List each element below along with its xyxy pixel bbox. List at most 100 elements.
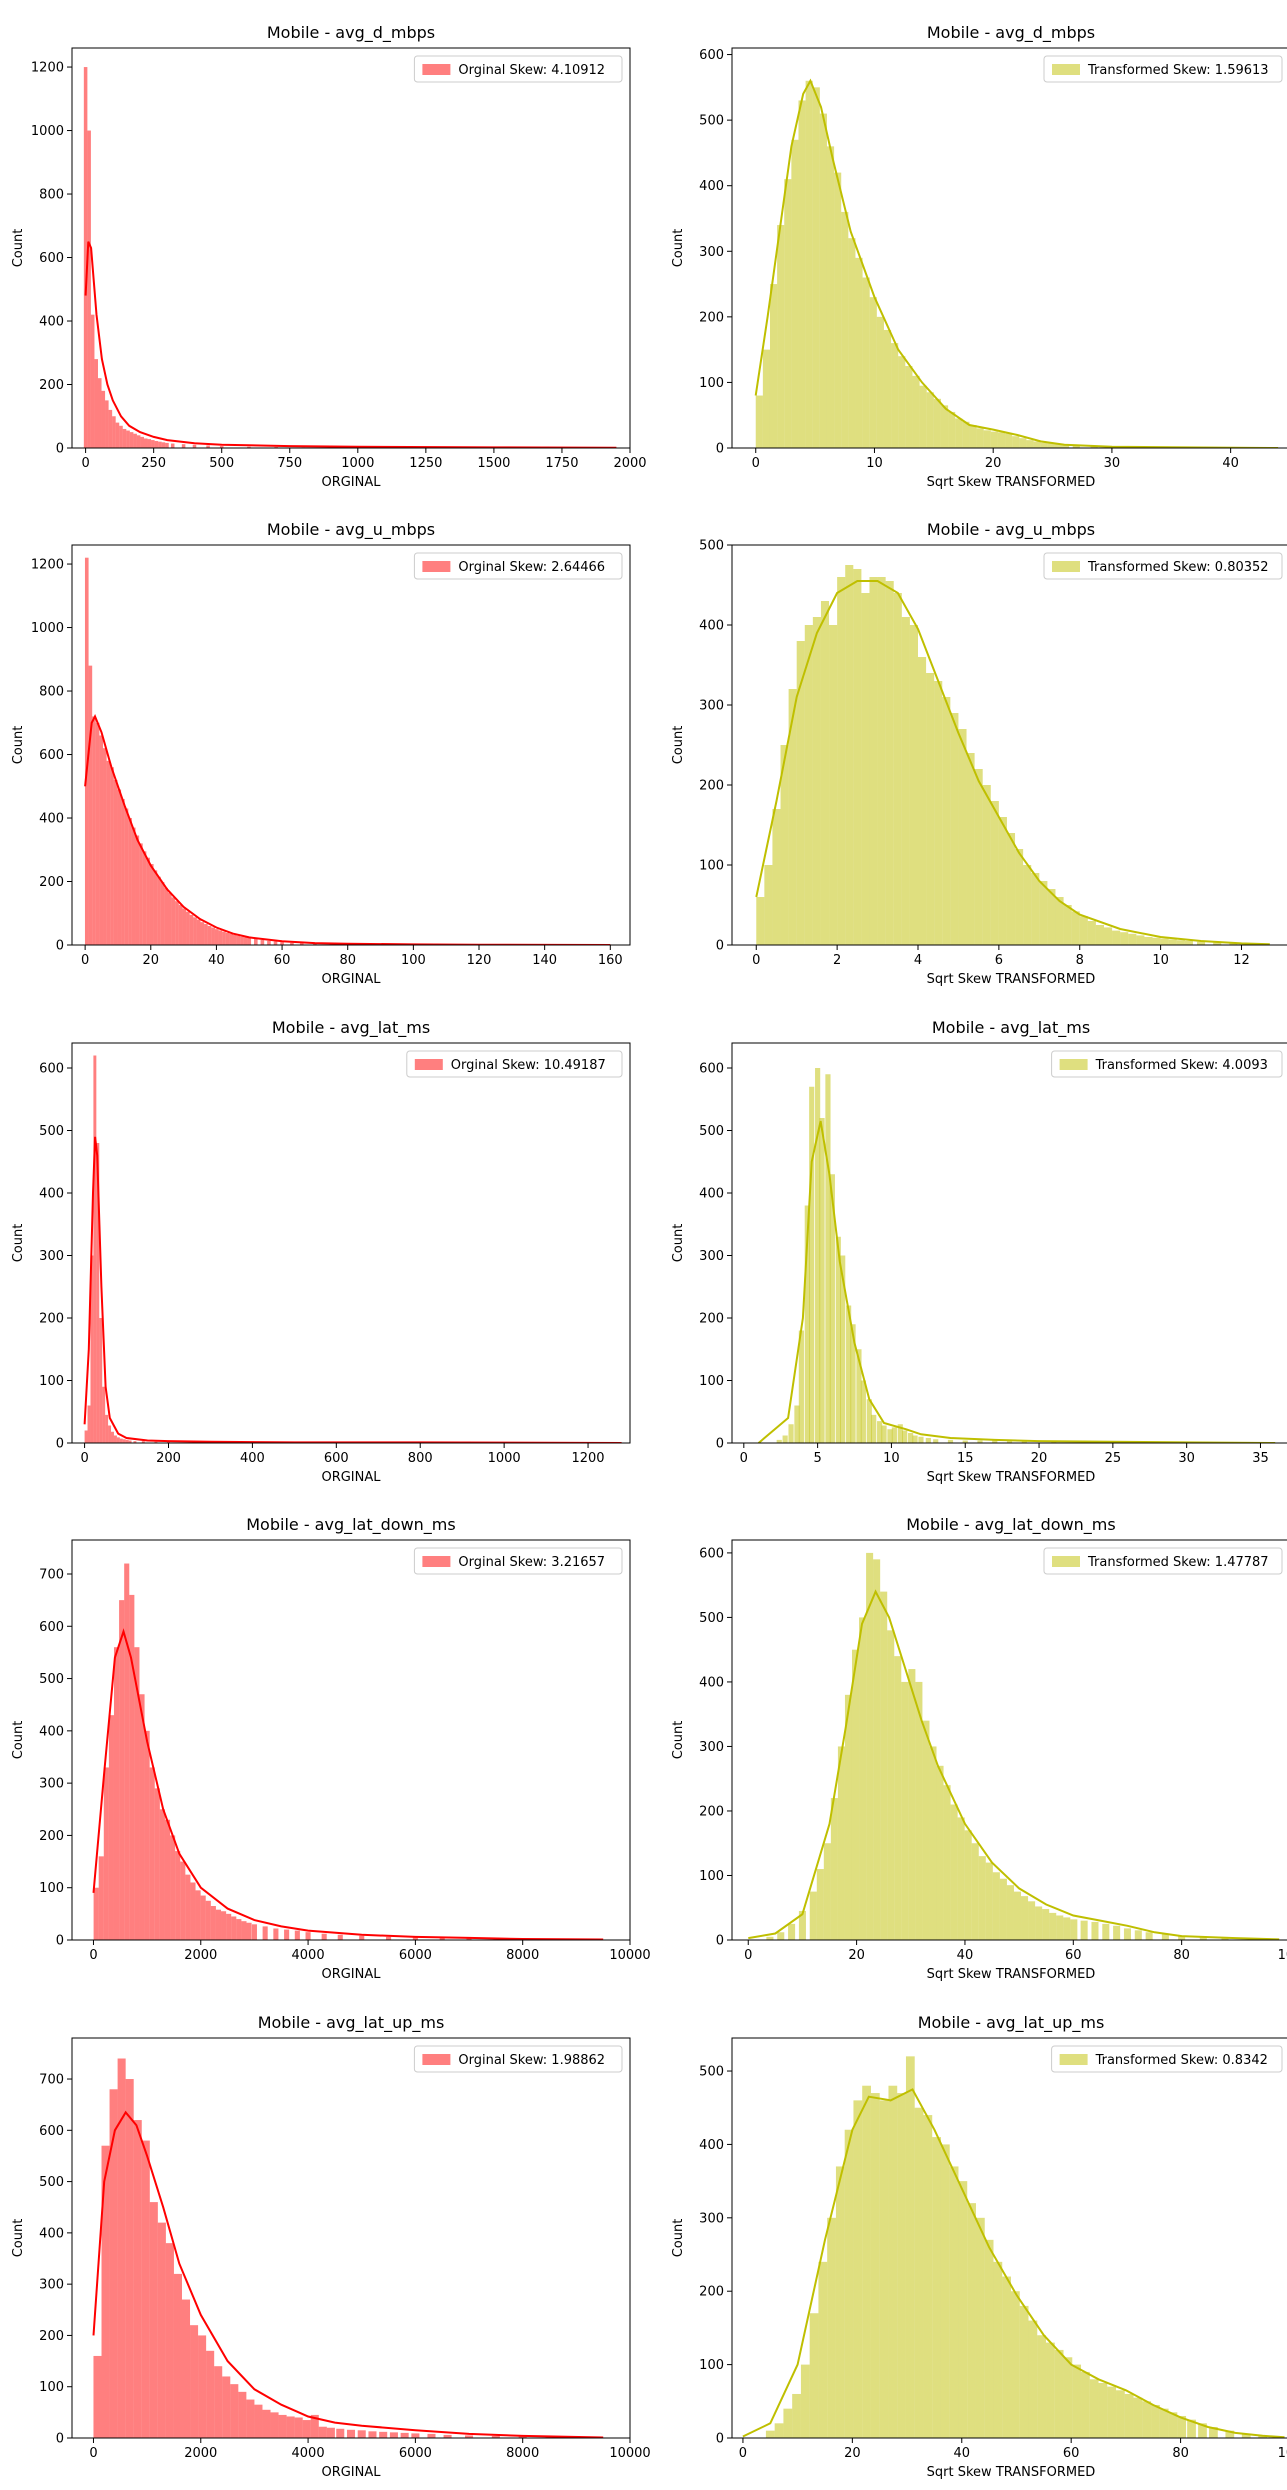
histogram-bar [866,1399,872,1443]
x-tick-label: 400 [240,1451,265,1466]
histogram-bar [962,1440,968,1443]
x-tick-label: 10000 [609,1948,650,1963]
histogram-bar [796,641,805,945]
histogram-bar [171,897,176,945]
legend: Orginal Skew: 3.21657 [413,1547,623,1575]
histogram-bar [1209,2426,1218,2438]
chart-title: Mobile - avg_u_mbps [267,520,435,540]
y-tick-label: 800 [39,188,64,203]
x-tick-label: 40 [957,1948,974,1963]
histogram-bar [862,277,870,448]
x-tick-label: 0 [81,953,89,968]
histogram-bar [827,2217,836,2438]
legend-label: Orginal Skew: 10.49187 [451,1058,606,1073]
x-tick-label: 60 [274,953,291,968]
y-tick-label: 300 [699,699,724,714]
histogram-bar [205,1900,211,1940]
histogram-bar [141,1441,145,1443]
histogram-bar [108,1715,114,1940]
histogram-bar [215,1909,222,1940]
chart-title: Mobile - avg_u_mbps [927,520,1095,540]
axes-frame [731,1042,1287,1444]
histogram-bar [877,1421,883,1443]
plot-area [757,1068,1276,1443]
histogram-bar [894,1656,902,1940]
histogram-bar [788,689,797,945]
histogram-bar [923,2115,933,2438]
histogram-bar [1161,1934,1169,1940]
histogram-bar [782,1435,788,1443]
histogram-bar [1079,916,1088,945]
histogram-bar [133,433,137,448]
histogram-bar [101,390,106,448]
y-tick-label: 800 [39,685,64,700]
histogram-bar [877,577,886,945]
histogram-bar [88,665,93,945]
histogram-bar [1107,2386,1117,2438]
histogram-bar [780,745,789,945]
histogram-bar [1136,935,1145,945]
histogram-bar [1002,2276,1011,2438]
legend: Transformed Skew: 0.8342 [1051,2045,1283,2073]
histogram-bar [144,1730,150,1940]
histogram-bar [990,431,998,448]
y-tick-label: 400 [39,2226,64,2241]
histogram-bar [891,343,899,448]
histogram-bar [1198,2423,1207,2438]
histogram-bar [982,785,991,945]
histogram-bar [1095,925,1104,945]
x-tick-label: 0 [80,1451,88,1466]
histogram-bar [122,428,127,448]
histogram-bar [829,625,838,945]
x-tick-label: 200 [156,1451,181,1466]
histogram-bar [190,2325,199,2438]
histogram-bar [932,2137,941,2438]
histogram-bar [798,1330,804,1443]
histogram-bar [876,316,884,448]
y-tick-label: 0 [716,2432,724,2447]
histogram-bar [154,1441,158,1443]
histogram-bar [769,284,778,448]
histogram-bar [105,1414,109,1443]
histogram-bar [947,1439,954,1443]
legend-label: Orginal Skew: 4.10912 [458,63,605,78]
y-axis-label: Count [11,229,26,268]
x-tick-label: 0 [744,1948,752,1963]
histogram-bar [840,1255,846,1443]
histogram-bar [950,1804,958,1940]
x-axis-label: ORGINAL [321,972,381,987]
legend-swatch [1052,64,1080,75]
histogram-bar [149,2202,158,2438]
chart-panel-7: 0 2000 4000 6000 8000 10000 0 100 200 300 400 500 60… [11,1515,651,1982]
histogram-bar [105,400,109,448]
y-tick-label: 100 [39,2380,64,2395]
legend-box [406,1050,623,1078]
chart-panel-10: 0 20 40 60 80 100 0 100 200 300 400 500 Mobile - avg… [671,2013,1287,2480]
y-tick-label: 100 [699,2358,724,2373]
histogram-bar [1168,2412,1178,2438]
histogram-bar [1026,440,1034,448]
y-axis-label: Count [11,726,26,765]
histogram-bar [978,1856,986,1940]
histogram-bar [246,1922,252,1940]
histogram-bar [820,601,830,945]
histogram-bar [219,446,224,448]
histogram-bar [958,729,967,945]
plot-area [84,557,613,945]
y-tick-label: 1000 [31,621,64,636]
x-tick-label: 0 [752,456,760,471]
y-tick-label: 200 [39,875,64,890]
histogram-bar [830,1798,838,1940]
histogram-bar [957,1817,965,1940]
histogram-bar [232,934,237,945]
histogram-bar [141,2140,150,2438]
histogram-bar [189,914,194,945]
histogram-bar [116,1437,120,1443]
kde-line [84,241,617,448]
histogram-bar [819,113,827,448]
histogram-bar [153,870,158,945]
histogram-bar [794,1405,800,1443]
x-tick-label: 1500 [477,456,510,471]
histogram-bar [1199,1937,1207,1940]
histogram-bar [784,179,792,448]
